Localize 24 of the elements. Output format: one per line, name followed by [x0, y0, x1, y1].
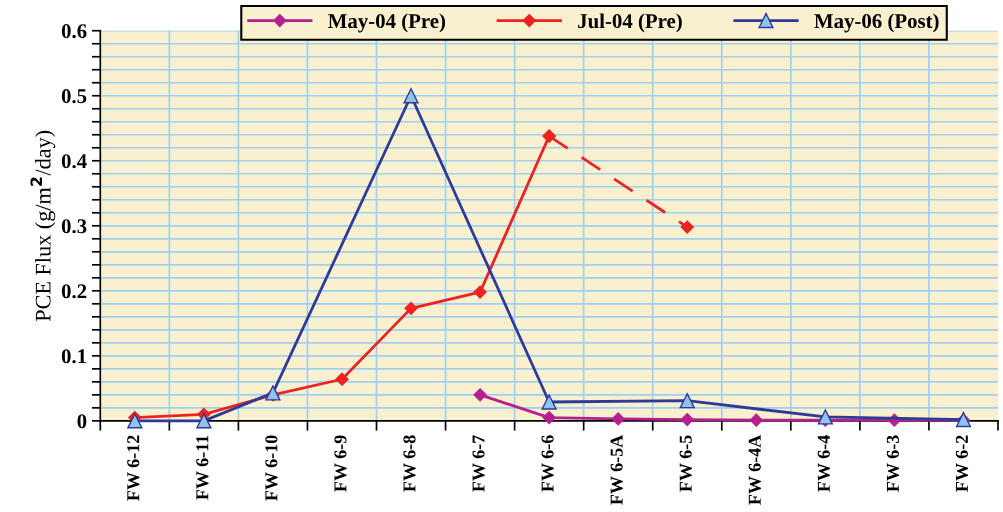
x-tick-label: FW 6-12: [127, 435, 140, 501]
y-tick-label: 0.2: [61, 284, 87, 299]
x-tick-label: FW 6-2: [955, 435, 969, 492]
y-tick-label: 0.5: [61, 89, 87, 104]
x-tick-label: FW 6-7: [472, 435, 485, 492]
x-tick-label: FW 6-4A: [748, 434, 761, 505]
x-tick-label: FW 6-6: [541, 435, 554, 492]
x-tick-label: FW 6-8: [403, 435, 416, 492]
y-tick-label: 0.1: [61, 349, 87, 364]
y-tick-label: 0.4: [61, 154, 87, 169]
y-tick-label: 0.3: [61, 219, 87, 234]
legend-label: May-04 (Pre): [328, 13, 446, 33]
y-tick-label: 0.6: [61, 24, 87, 39]
x-tick-label: FW 6-11: [196, 435, 209, 500]
x-tick-label: FW 6-3: [886, 435, 900, 492]
x-tick-label: FW 6-10: [265, 435, 278, 501]
y-tick-label: 0: [77, 414, 87, 429]
y-axis-title: PCE Flux (g/m$^{2}$/day): [30, 130, 56, 322]
legend-label: May-06 (Post): [814, 13, 939, 33]
legend-label: Jul-04 (Pre): [578, 13, 682, 33]
x-tick-label: FW 6-5A: [610, 434, 623, 505]
x-tick-label: FW 6-5: [679, 435, 692, 492]
x-tick-label: FW 6-4: [817, 435, 830, 492]
x-tick-label: FW 6-9: [334, 435, 347, 492]
